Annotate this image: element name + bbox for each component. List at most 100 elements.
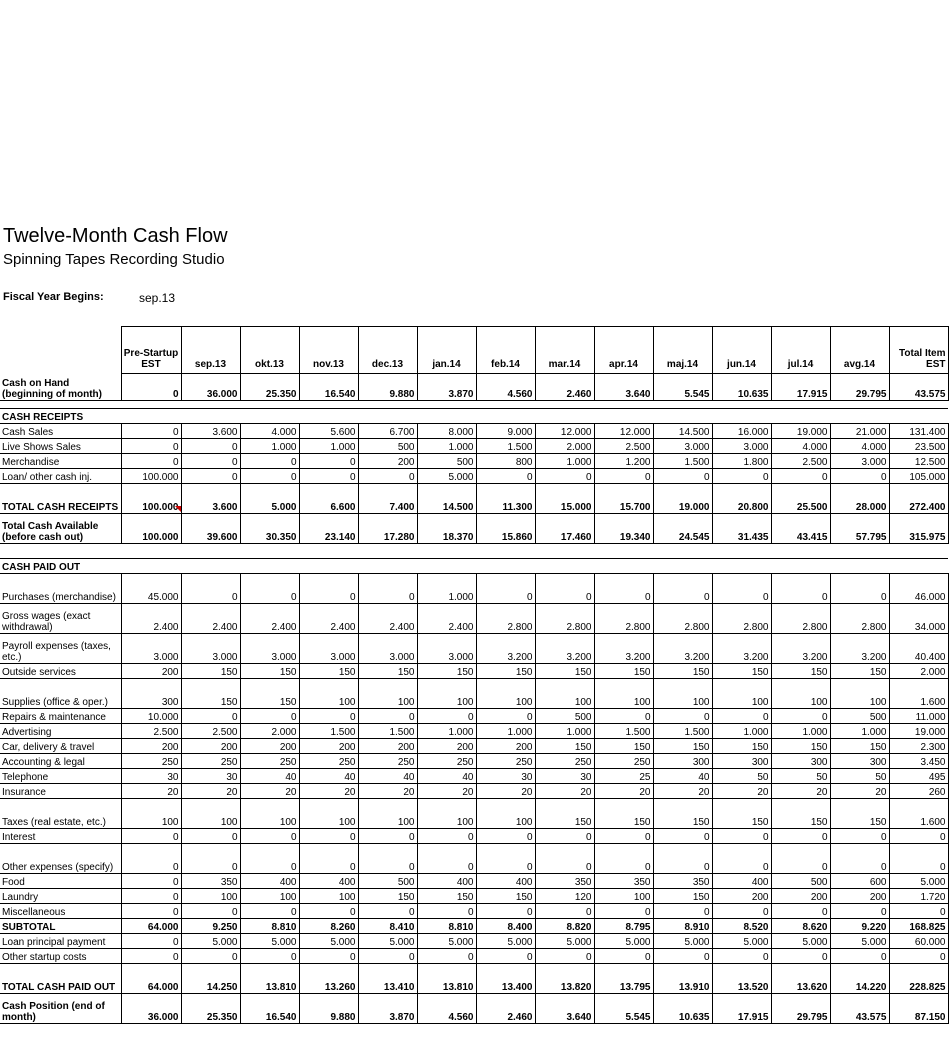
- table-cell[interactable]: 30: [534, 768, 594, 784]
- table-cell[interactable]: 40: [652, 768, 712, 784]
- table-cell[interactable]: 1.500: [475, 438, 535, 454]
- table-cell[interactable]: 1.000: [475, 723, 535, 739]
- row-label[interactable]: SUBTOTAL: [0, 918, 121, 934]
- table-cell[interactable]: 1.200: [593, 453, 653, 469]
- table-cell[interactable]: 20.800: [711, 483, 771, 514]
- table-cell[interactable]: 495: [888, 768, 949, 784]
- table-cell[interactable]: 13.410: [357, 963, 417, 994]
- table-cell[interactable]: 2.800: [652, 603, 712, 634]
- table-cell[interactable]: 4.560: [416, 993, 476, 1024]
- table-cell[interactable]: 1.000: [534, 453, 594, 469]
- table-cell[interactable]: 13.400: [475, 963, 535, 994]
- table-cell[interactable]: 150: [416, 663, 476, 679]
- table-cell[interactable]: 19.000: [770, 423, 830, 439]
- table-cell[interactable]: 100: [770, 678, 830, 709]
- table-cell[interactable]: 250: [593, 753, 653, 769]
- table-cell[interactable]: 4.000: [239, 423, 299, 439]
- table-cell[interactable]: 39.600: [180, 513, 240, 544]
- table-cell[interactable]: 17.915: [711, 993, 771, 1024]
- table-cell[interactable]: 0: [475, 573, 535, 604]
- table-cell[interactable]: 3.870: [357, 993, 417, 1024]
- table-cell[interactable]: 0: [357, 828, 417, 844]
- table-cell[interactable]: 21.000: [829, 423, 889, 439]
- table-cell[interactable]: 60.000: [888, 933, 949, 949]
- table-cell[interactable]: 1.600: [888, 678, 949, 709]
- table-cell[interactable]: 3.200: [534, 633, 594, 664]
- table-cell[interactable]: 12.000: [593, 423, 653, 439]
- table-cell[interactable]: 15.700: [593, 483, 653, 514]
- table-cell[interactable]: 150: [357, 663, 417, 679]
- table-cell[interactable]: 250: [475, 753, 535, 769]
- table-cell[interactable]: 200: [357, 453, 417, 469]
- table-cell[interactable]: 0: [652, 843, 712, 874]
- table-cell[interactable]: 200: [770, 888, 830, 904]
- table-cell[interactable]: 5.000: [770, 933, 830, 949]
- table-cell[interactable]: 0: [180, 453, 240, 469]
- table-cell[interactable]: 0: [593, 903, 653, 919]
- table-cell[interactable]: 0: [829, 843, 889, 874]
- table-cell[interactable]: 0: [180, 828, 240, 844]
- table-cell[interactable]: 0: [357, 708, 417, 724]
- table-cell[interactable]: 20: [120, 783, 181, 799]
- table-cell[interactable]: 150: [475, 663, 535, 679]
- table-cell[interactable]: 5.000: [180, 933, 240, 949]
- table-cell[interactable]: 3.000: [239, 633, 299, 664]
- table-cell[interactable]: 0: [534, 903, 594, 919]
- table-cell[interactable]: 0: [239, 843, 299, 874]
- row-label[interactable]: Other expenses (specify): [0, 843, 121, 874]
- table-cell[interactable]: 0: [298, 468, 358, 484]
- table-cell[interactable]: 150: [416, 888, 476, 904]
- table-cell[interactable]: 0: [888, 843, 949, 874]
- column-header[interactable]: jan.14: [416, 326, 476, 374]
- column-header[interactable]: jul.14: [770, 326, 830, 374]
- table-cell[interactable]: 1.500: [652, 453, 712, 469]
- table-cell[interactable]: 200: [120, 738, 181, 754]
- table-cell[interactable]: 1.000: [416, 723, 476, 739]
- table-cell[interactable]: 200: [357, 738, 417, 754]
- table-cell[interactable]: 100: [416, 798, 476, 829]
- table-cell[interactable]: 100: [357, 678, 417, 709]
- section-header[interactable]: CASH PAID OUT: [0, 558, 948, 574]
- table-cell[interactable]: 100: [829, 678, 889, 709]
- table-cell[interactable]: 9.880: [298, 993, 358, 1024]
- table-cell[interactable]: 0: [593, 573, 653, 604]
- table-cell[interactable]: 350: [534, 873, 594, 889]
- table-cell[interactable]: 400: [475, 873, 535, 889]
- table-cell[interactable]: 5.000: [357, 933, 417, 949]
- table-cell[interactable]: 0: [475, 468, 535, 484]
- table-cell[interactable]: 0: [652, 903, 712, 919]
- table-cell[interactable]: 100: [711, 678, 771, 709]
- table-cell[interactable]: 3.600: [180, 423, 240, 439]
- row-label[interactable]: Outside services: [0, 663, 121, 679]
- fiscal-year-value[interactable]: sep.13: [139, 291, 176, 305]
- table-cell[interactable]: 20: [770, 783, 830, 799]
- row-label[interactable]: Cash Position (end of month): [0, 993, 121, 1024]
- table-cell[interactable]: 200: [180, 738, 240, 754]
- table-cell[interactable]: 46.000: [888, 573, 949, 604]
- table-cell[interactable]: 100: [593, 888, 653, 904]
- table-cell[interactable]: 57.795: [829, 513, 889, 544]
- table-cell[interactable]: 31.435: [711, 513, 771, 544]
- table-cell[interactable]: 0: [770, 903, 830, 919]
- table-cell[interactable]: 260: [888, 783, 949, 799]
- row-label[interactable]: Total Cash Available (before cash out): [0, 513, 121, 544]
- table-cell[interactable]: 100: [239, 798, 299, 829]
- table-cell[interactable]: 5.000: [416, 468, 476, 484]
- table-cell[interactable]: 100: [475, 798, 535, 829]
- row-label[interactable]: Purchases (merchandise): [0, 573, 121, 604]
- table-cell[interactable]: 0: [239, 468, 299, 484]
- table-cell[interactable]: 400: [239, 873, 299, 889]
- table-cell[interactable]: 0: [120, 373, 181, 401]
- row-label[interactable]: Payroll expenses (taxes, etc.): [0, 633, 121, 664]
- table-cell[interactable]: 5.000: [652, 933, 712, 949]
- table-cell[interactable]: 14.220: [829, 963, 889, 994]
- table-cell[interactable]: 19.000: [652, 483, 712, 514]
- table-cell[interactable]: 0: [829, 573, 889, 604]
- table-cell[interactable]: 24.545: [652, 513, 712, 544]
- table-cell[interactable]: 5.000: [416, 933, 476, 949]
- table-cell[interactable]: 0: [416, 903, 476, 919]
- table-cell[interactable]: 0: [357, 948, 417, 964]
- table-cell[interactable]: 4.560: [475, 373, 535, 401]
- table-cell[interactable]: 19.000: [888, 723, 949, 739]
- table-cell[interactable]: 150: [652, 798, 712, 829]
